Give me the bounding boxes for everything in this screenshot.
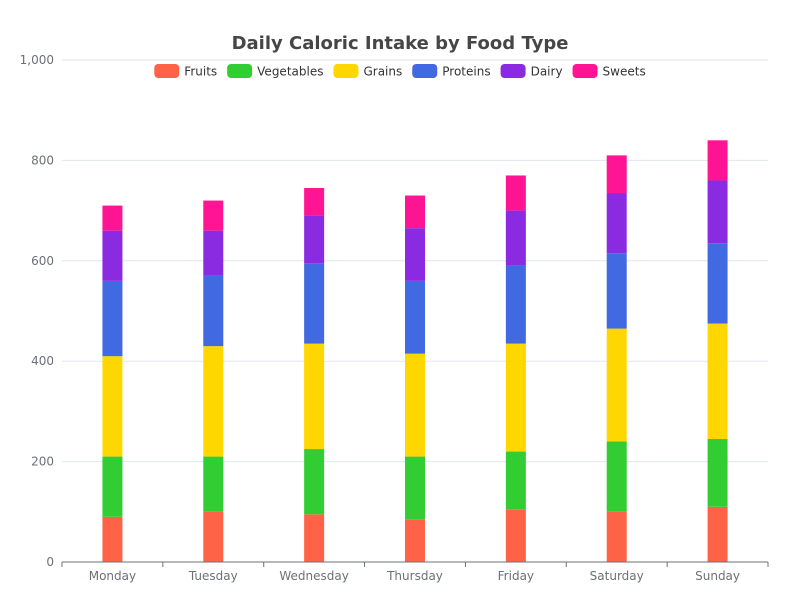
legend-label: Grains bbox=[363, 65, 402, 79]
y-tick-label: 1,000 bbox=[20, 53, 54, 67]
legend-swatch bbox=[154, 64, 180, 78]
bar-grains-tuesday[interactable] bbox=[203, 346, 224, 457]
legend-item-proteins[interactable]: Proteins bbox=[412, 64, 491, 79]
y-tick-label: 200 bbox=[31, 455, 54, 469]
legend-swatch bbox=[500, 64, 526, 78]
legend-swatch bbox=[572, 64, 598, 78]
legend-item-sweets[interactable]: Sweets bbox=[572, 64, 646, 79]
bar-fruits-sunday[interactable] bbox=[707, 506, 728, 562]
bar-grains-wednesday[interactable] bbox=[304, 343, 325, 450]
bar-grains-friday[interactable] bbox=[505, 343, 526, 452]
legend-swatch bbox=[227, 64, 253, 78]
legend: Fruits Vegetables Grains Proteins Dairy Sweet… bbox=[154, 64, 646, 79]
x-tick-label: Friday bbox=[498, 569, 534, 583]
bar-fruits-friday[interactable] bbox=[505, 509, 526, 562]
legend-label: Dairy bbox=[531, 65, 563, 79]
y-tick-label: 600 bbox=[31, 254, 54, 268]
bar-proteins-wednesday[interactable] bbox=[304, 263, 325, 344]
bar-sweets-friday[interactable] bbox=[505, 175, 526, 211]
bar-proteins-sunday[interactable] bbox=[707, 243, 728, 324]
bar-sweets-saturday[interactable] bbox=[606, 155, 627, 194]
x-tick-label: Wednesday bbox=[279, 569, 348, 583]
x-tick-label: Sunday bbox=[695, 569, 740, 583]
bar-proteins-monday[interactable] bbox=[102, 280, 123, 357]
bar-dairy-saturday[interactable] bbox=[606, 193, 627, 254]
bar-dairy-monday[interactable] bbox=[102, 230, 123, 281]
bar-fruits-saturday[interactable] bbox=[606, 511, 627, 562]
bar-fruits-tuesday[interactable] bbox=[203, 511, 224, 562]
bar-grains-monday[interactable] bbox=[102, 356, 123, 457]
legend-swatch bbox=[412, 64, 438, 78]
y-tick-label: 0 bbox=[46, 555, 54, 569]
bar-dairy-thursday[interactable] bbox=[405, 228, 425, 281]
bar-vegetables-sunday[interactable] bbox=[707, 439, 728, 507]
bar-vegetables-monday[interactable] bbox=[102, 456, 123, 517]
x-tick-label: Saturday bbox=[590, 569, 644, 583]
bar-proteins-thursday[interactable] bbox=[405, 280, 425, 354]
x-tick-label: Monday bbox=[89, 569, 136, 583]
bar-vegetables-saturday[interactable] bbox=[606, 441, 627, 512]
bar-vegetables-tuesday[interactable] bbox=[203, 456, 224, 512]
bar-grains-sunday[interactable] bbox=[707, 323, 728, 440]
bar-dairy-tuesday[interactable] bbox=[203, 230, 224, 276]
chart-title: Daily Caloric Intake by Food Type bbox=[232, 33, 569, 54]
bar-sweets-thursday[interactable] bbox=[405, 195, 425, 229]
bar-fruits-monday[interactable] bbox=[102, 516, 123, 562]
legend-swatch bbox=[333, 64, 359, 78]
y-tick-label: 400 bbox=[31, 354, 54, 368]
legend-label: Fruits bbox=[184, 65, 217, 79]
bar-vegetables-thursday[interactable] bbox=[405, 456, 425, 520]
legend-item-vegetables[interactable]: Vegetables bbox=[227, 64, 323, 79]
bar-grains-thursday[interactable] bbox=[405, 353, 425, 457]
legend-label: Sweets bbox=[603, 65, 646, 79]
legend-item-grains[interactable]: Grains bbox=[333, 64, 402, 79]
bar-dairy-friday[interactable] bbox=[505, 210, 526, 266]
y-tick-label: 800 bbox=[31, 153, 54, 167]
bars bbox=[102, 140, 728, 562]
bar-vegetables-friday[interactable] bbox=[505, 451, 526, 510]
bar-vegetables-wednesday[interactable] bbox=[304, 449, 325, 515]
bar-sweets-monday[interactable] bbox=[102, 205, 123, 231]
bar-sweets-tuesday[interactable] bbox=[203, 200, 224, 231]
bar-sweets-sunday[interactable] bbox=[707, 140, 728, 181]
legend-item-fruits[interactable]: Fruits bbox=[154, 64, 217, 79]
x-tick-label: Tuesday bbox=[188, 569, 238, 583]
x-tick-label: Thursday bbox=[386, 569, 443, 583]
bar-dairy-sunday[interactable] bbox=[707, 180, 728, 244]
bar-dairy-wednesday[interactable] bbox=[304, 215, 325, 264]
legend-label: Vegetables bbox=[257, 65, 323, 79]
bar-proteins-saturday[interactable] bbox=[606, 253, 627, 329]
bar-proteins-tuesday[interactable] bbox=[203, 275, 224, 347]
bar-sweets-wednesday[interactable] bbox=[304, 188, 325, 216]
x-axis: Monday Tuesday Wednesday Thursday Friday Satu… bbox=[61, 561, 769, 583]
legend-item-dairy[interactable]: Dairy bbox=[500, 64, 563, 79]
bar-fruits-wednesday[interactable] bbox=[304, 514, 325, 562]
bar-proteins-friday[interactable] bbox=[505, 265, 526, 344]
y-axis-ticks: 0 200 400 600 800 1,000 bbox=[20, 53, 54, 569]
bar-fruits-thursday[interactable] bbox=[405, 519, 425, 562]
bar-grains-saturday[interactable] bbox=[606, 328, 627, 442]
legend-label: Proteins bbox=[442, 65, 490, 79]
